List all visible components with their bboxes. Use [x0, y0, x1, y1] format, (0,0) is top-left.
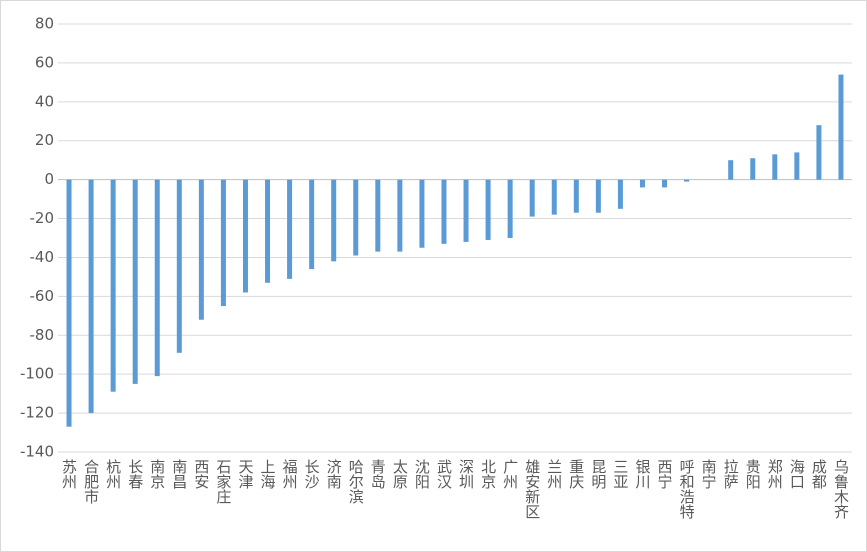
bar	[353, 179, 359, 256]
x-tick-label: 乌鲁木齐	[832, 459, 850, 519]
bar	[794, 152, 800, 180]
bar	[331, 179, 337, 262]
x-tick-label: 拉萨	[722, 459, 740, 489]
y-tick-label: 40	[35, 92, 54, 110]
x-tick-label: 海口	[788, 459, 806, 489]
bar	[529, 179, 535, 217]
x-tick-label: 太原	[391, 459, 409, 489]
x-tick-label: 长沙	[303, 459, 321, 489]
y-tick-label: 60	[35, 53, 54, 71]
bar	[441, 179, 447, 244]
bar	[838, 74, 844, 180]
x-tick-label: 雄安新区	[523, 459, 541, 519]
bar	[176, 179, 182, 353]
x-tick-label: 沈阳	[413, 459, 431, 489]
bar	[397, 179, 403, 252]
bar	[662, 179, 668, 188]
x-tick-label: 兰州	[545, 459, 563, 489]
x-tick-label: 南宁	[700, 459, 718, 489]
x-tick-label: 福州	[281, 459, 299, 489]
x-tick-label: 苏州	[60, 459, 78, 489]
x-tick-label: 郑州	[766, 459, 784, 489]
y-tick-label: -40	[30, 248, 55, 266]
y-tick-label: -100	[20, 365, 54, 383]
y-tick-label: -80	[30, 326, 55, 344]
x-tick-label: 深圳	[457, 459, 475, 489]
bar	[375, 179, 381, 252]
x-tick-label: 北京	[479, 459, 497, 490]
y-tick-label: 80	[35, 15, 54, 33]
bar	[132, 179, 138, 384]
y-tick-label: -20	[30, 209, 55, 227]
x-tick-label: 呼和浩特	[678, 459, 696, 519]
bar	[265, 179, 271, 283]
bar	[220, 179, 226, 307]
bar	[595, 179, 601, 213]
y-tick-label: -140	[20, 443, 54, 461]
x-tick-label: 成都	[810, 459, 828, 489]
bar	[551, 179, 557, 215]
x-tick-label: 重庆	[567, 459, 585, 489]
bar	[66, 179, 72, 427]
x-tick-label: 银川	[633, 459, 651, 489]
y-tick-label: 0	[44, 170, 54, 188]
x-tick-label: 石家庄	[214, 459, 232, 504]
y-tick-label: -60	[30, 287, 55, 305]
bar	[750, 158, 756, 180]
bar	[154, 179, 160, 377]
x-tick-label: 济南	[325, 459, 343, 489]
bar	[485, 179, 491, 240]
bar	[617, 179, 623, 209]
bar	[419, 179, 425, 248]
bar	[507, 179, 513, 238]
x-tick-label: 广州	[501, 459, 519, 489]
bar	[573, 179, 579, 213]
bar	[639, 179, 645, 188]
x-tick-label: 上海	[259, 459, 277, 489]
x-tick-label: 哈尔滨	[347, 459, 365, 504]
bar	[463, 179, 469, 242]
x-tick-label: 杭州	[104, 459, 122, 489]
x-tick-label: 天津	[236, 459, 254, 489]
bar	[242, 179, 248, 293]
y-tick-label: -120	[20, 404, 54, 422]
x-tick-label: 西安	[192, 459, 210, 489]
x-tick-label: 三亚	[611, 459, 629, 489]
bar	[110, 179, 116, 392]
x-tick-label: 贵阳	[744, 459, 762, 489]
bar	[772, 154, 778, 180]
bar	[198, 179, 204, 320]
bar	[816, 125, 822, 180]
bar	[309, 179, 315, 270]
x-tick-label: 西宁	[656, 459, 674, 489]
bar	[728, 160, 734, 180]
x-tick-label: 长春	[126, 459, 144, 489]
bar	[684, 179, 690, 182]
x-tick-label: 合肥市	[82, 459, 100, 504]
x-tick-label: 青岛	[369, 459, 387, 489]
bar	[88, 179, 94, 414]
y-tick-label: 20	[35, 131, 54, 149]
x-tick-label: 昆明	[589, 459, 607, 490]
x-tick-label: 南昌	[170, 459, 188, 489]
x-tick-label: 南京	[148, 459, 166, 490]
bar	[287, 179, 293, 279]
x-tick-label: 武汉	[435, 459, 453, 489]
